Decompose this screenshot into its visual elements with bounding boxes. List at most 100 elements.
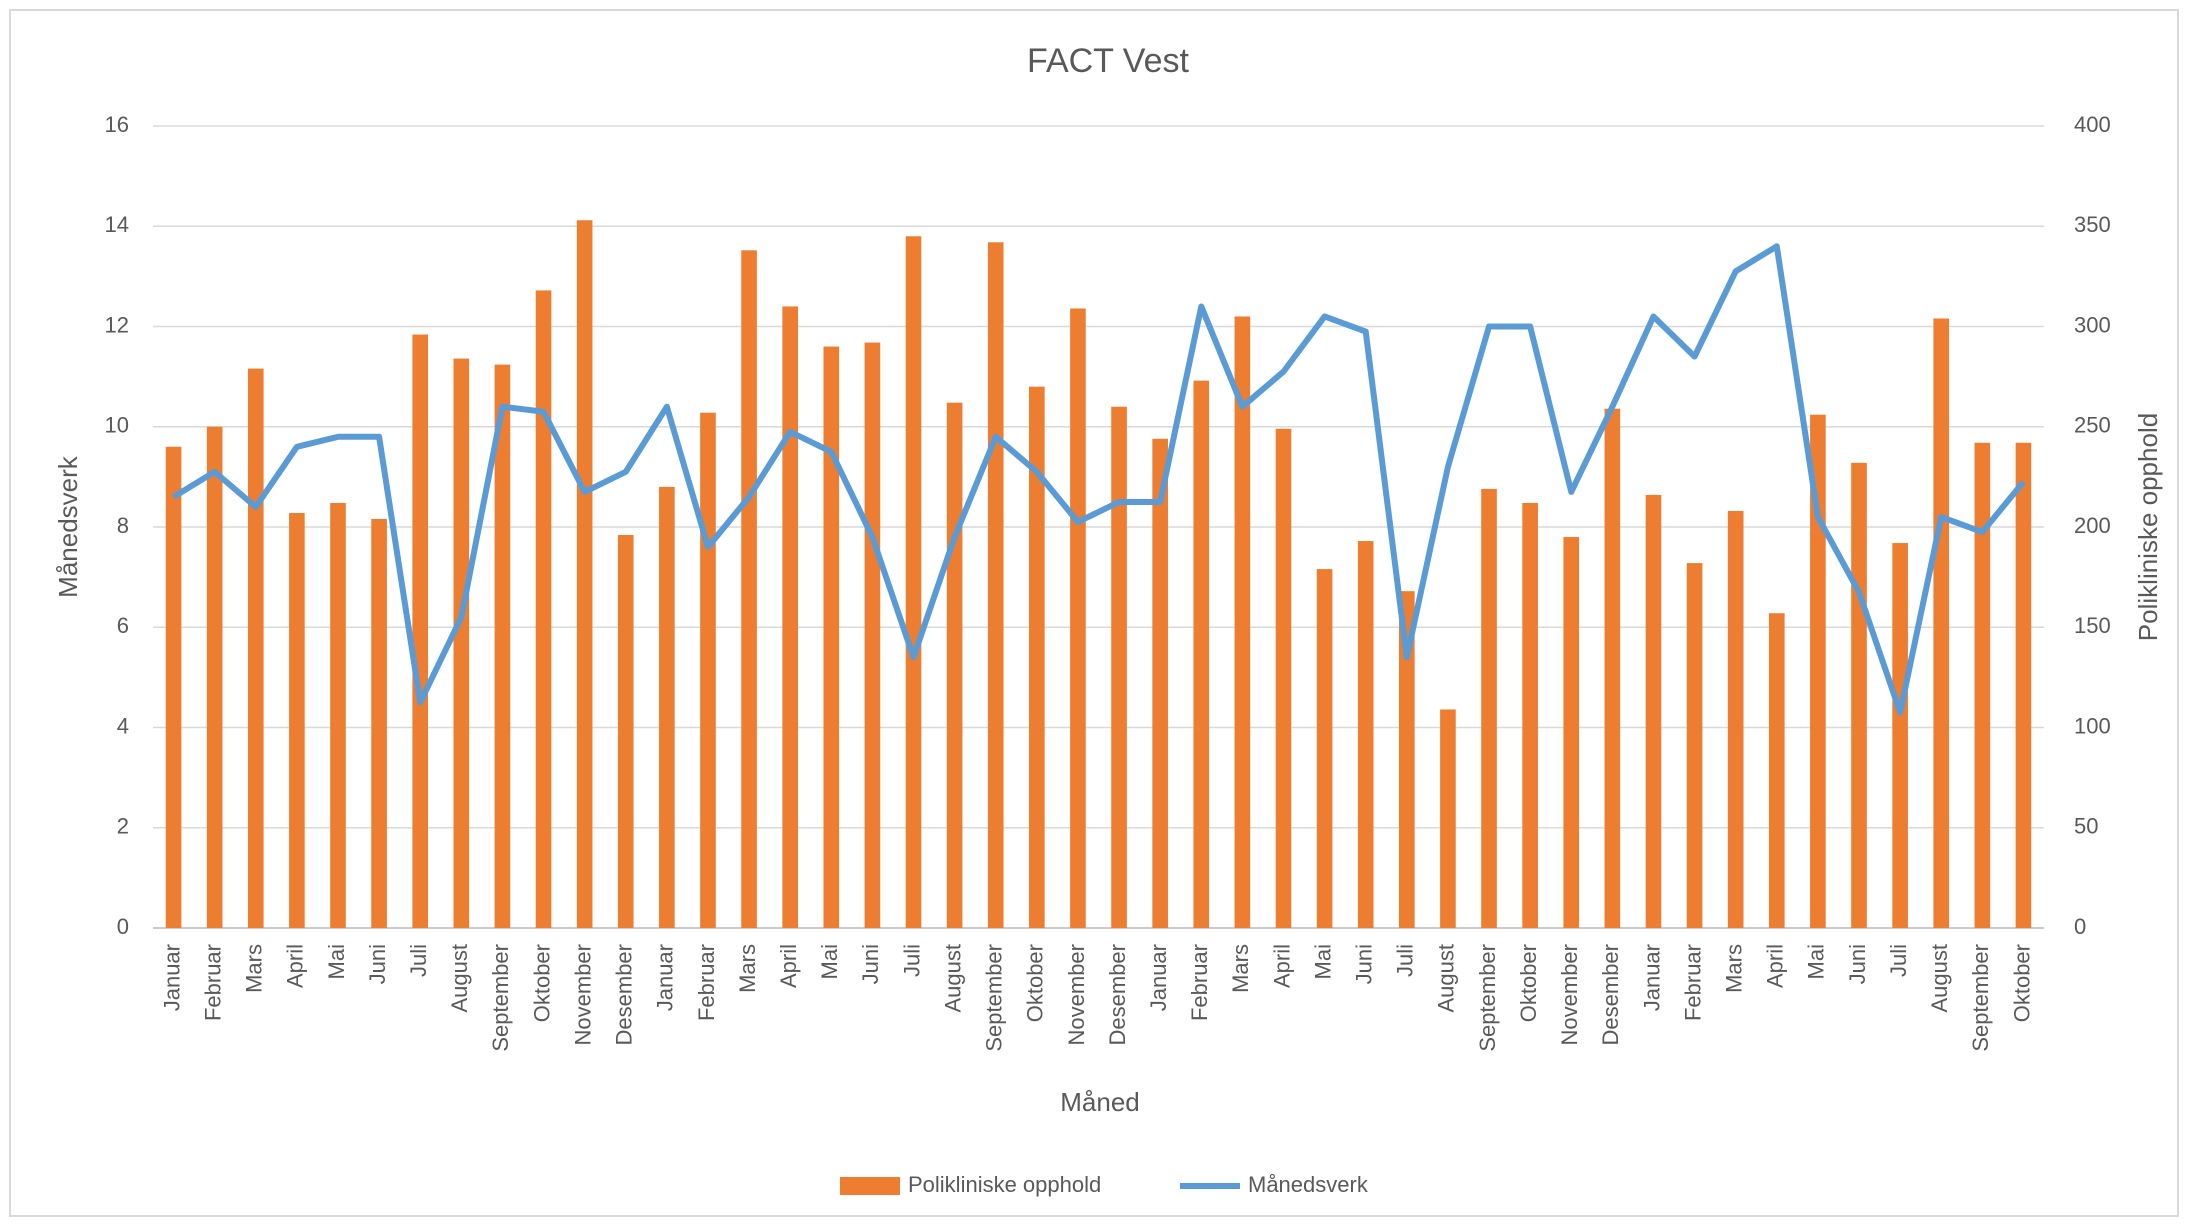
bar <box>659 486 675 928</box>
bar <box>1070 308 1086 929</box>
bar <box>1440 709 1456 928</box>
bar <box>1974 442 1991 928</box>
bar <box>1645 494 1662 928</box>
y-tick-label: 12 <box>105 312 129 337</box>
bar <box>412 334 429 928</box>
y2-axis-title: Polikliniske opphold <box>2133 413 2163 641</box>
y-tick-label: 0 <box>117 914 129 939</box>
bar <box>289 512 305 928</box>
bar <box>1892 543 1908 928</box>
x-tick-label: September <box>982 944 1007 1052</box>
bar <box>782 306 798 928</box>
bar <box>1810 414 1826 929</box>
y-tick-label: 16 <box>105 112 129 137</box>
x-tick-label: Mars <box>242 944 267 993</box>
bar <box>1399 591 1415 928</box>
bar <box>1029 386 1045 928</box>
line <box>171 243 2026 716</box>
bar <box>1522 502 1538 928</box>
x-tick-label: November <box>1557 944 1582 1045</box>
x-tick-label: Januar <box>159 944 184 1011</box>
bar <box>1727 510 1744 928</box>
y2-tick-label: 50 <box>2074 814 2098 839</box>
bar <box>1481 488 1497 928</box>
x-tick-label: Mars <box>735 944 760 993</box>
bar <box>1933 318 1950 929</box>
x-tick-label: September <box>1475 944 1500 1052</box>
x-tick-label: Juli <box>1886 944 1911 977</box>
x-tick-label: Mai <box>817 944 842 979</box>
bar <box>1604 408 1621 929</box>
bar <box>165 446 182 928</box>
bar <box>247 368 264 929</box>
bar <box>905 236 922 928</box>
legend-label: Månedsverk <box>1248 1172 1369 1197</box>
x-tick-label: Mars <box>1228 944 1253 993</box>
x-tick-label: April <box>1269 944 1294 988</box>
bar <box>946 402 963 928</box>
x-tick-label: August <box>1927 944 1952 1013</box>
x-tick-label: Februar <box>200 944 225 1021</box>
bar <box>494 364 511 929</box>
x-tick-label: Oktober <box>529 944 554 1022</box>
legend-label: Polikliniske opphold <box>908 1172 1101 1197</box>
x-tick-label: September <box>488 944 513 1052</box>
x-tick-label: November <box>570 944 595 1045</box>
x-tick-label: Juli <box>1393 944 1418 977</box>
y-tick-label: 14 <box>105 212 129 237</box>
y-tick-label: 8 <box>117 513 129 538</box>
bar <box>700 412 716 929</box>
x-tick-label: Januar <box>1639 944 1664 1011</box>
y-tick-label: 4 <box>117 713 129 738</box>
y2-tick-label: 400 <box>2074 112 2111 137</box>
bar <box>1357 541 1374 928</box>
x-tick-label: Juni <box>1352 944 1377 984</box>
bar <box>864 342 881 928</box>
bar <box>823 346 840 928</box>
bar <box>1686 563 1703 928</box>
y2-tick-label: 0 <box>2074 914 2086 939</box>
x-tick-label: Desember <box>1105 944 1130 1045</box>
x-tick-label: Juni <box>365 944 390 984</box>
bar <box>2015 442 2032 928</box>
bar <box>1851 462 1867 928</box>
y-tick-label: 10 <box>105 413 129 438</box>
y2-tick-label: 350 <box>2074 212 2111 237</box>
x-tick-label: Oktober <box>1023 944 1048 1022</box>
x-tick-label: Februar <box>1680 944 1705 1021</box>
x-tick-label: Desember <box>1598 944 1623 1045</box>
bar <box>1193 380 1210 928</box>
x-tick-label: August <box>1434 944 1459 1013</box>
x-tick-label: April <box>283 944 308 988</box>
x-tick-label: Januar <box>1146 944 1171 1011</box>
x-tick-label: Oktober <box>2009 944 2034 1022</box>
x-tick-label: September <box>1968 944 1993 1052</box>
x-tick-label: Juni <box>858 944 883 984</box>
bar <box>1768 613 1785 928</box>
bar <box>206 426 223 928</box>
x-tick-label: Juni <box>1845 944 1870 984</box>
bar <box>1234 316 1251 929</box>
bar <box>987 242 1004 929</box>
x-tick-label: Februar <box>1187 944 1212 1021</box>
y2-tick-label: 150 <box>2074 613 2111 638</box>
x-tick-label: Mai <box>1310 944 1335 979</box>
bar <box>371 518 387 928</box>
bar <box>617 535 634 928</box>
bar <box>1152 438 1168 928</box>
bar <box>741 250 757 928</box>
x-axis-title: Måned <box>1060 1087 1140 1117</box>
legend-swatch <box>840 1177 900 1195</box>
x-tick-label: April <box>776 944 801 988</box>
x-tick-label: Desember <box>612 944 637 1045</box>
x-tick-label: Januar <box>653 944 678 1011</box>
chart-title: FACT Vest <box>1027 42 1189 80</box>
bar <box>1563 537 1580 928</box>
x-tick-label: Mai <box>324 944 349 979</box>
x-tick-label: Juli <box>406 944 431 977</box>
x-tick-label: Mai <box>1804 944 1829 979</box>
x-tick-label: August <box>447 944 472 1013</box>
bar <box>330 502 346 928</box>
x-tick-label: Mars <box>1721 944 1746 993</box>
